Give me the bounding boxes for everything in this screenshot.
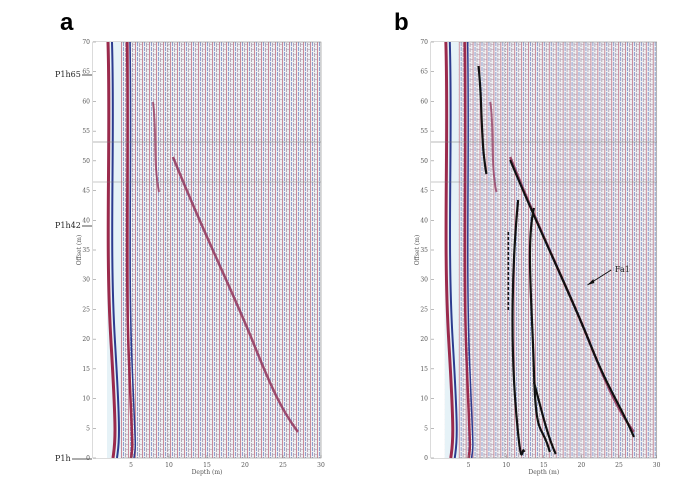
y-tick-label: 45 (82, 188, 90, 195)
panel-label: a (60, 9, 74, 36)
annotation: P1h (55, 454, 71, 463)
y-tick-label: 20 (420, 336, 428, 343)
y-tick-label: 70 (82, 39, 90, 46)
y-tick-label: 30 (420, 277, 428, 284)
x-tick-label: 25 (279, 462, 287, 469)
x-tick-label: 5 (467, 462, 471, 469)
annotation: P1h42 (55, 221, 81, 230)
y-tick-label: 40 (420, 217, 428, 224)
y-tick-label: 40 (82, 217, 90, 224)
annotation: P1h65 (55, 70, 81, 79)
y-tick-label: 30 (82, 277, 90, 284)
x-tick-label: 10 (502, 462, 510, 469)
x-tick-label: 15 (203, 462, 211, 469)
y-tick-label: 65 (420, 69, 428, 76)
annotation: Fa1 (615, 265, 630, 274)
x-tick-label: 5 (129, 462, 133, 469)
y-tick-label: 35 (420, 247, 428, 254)
y-tick-label: 15 (82, 366, 90, 373)
x-tick-label: 25 (615, 462, 623, 469)
x-tick-label: 20 (578, 462, 586, 469)
y-tick-label: 10 (82, 396, 90, 403)
x-tick-label: 15 (540, 462, 548, 469)
x-tick-label: 20 (241, 462, 249, 469)
y-tick-label: 15 (420, 366, 428, 373)
y-tick-label: 5 (86, 425, 90, 432)
x-axis-label: Depth (m) (528, 469, 559, 476)
y-tick-label: 5 (424, 425, 428, 432)
y-tick-label: 60 (82, 98, 90, 105)
y-tick-label: 0 (86, 455, 90, 462)
y-axis-label: Offset (m) (414, 235, 421, 266)
y-tick-label: 50 (82, 158, 90, 165)
x-tick-label: 30 (653, 462, 661, 469)
x-tick-label: 10 (165, 462, 173, 469)
x-axis-label: Depth (m) (192, 469, 223, 476)
y-axis-label: Offset (m) (76, 235, 83, 266)
y-tick-label: 70 (420, 39, 428, 46)
y-tick-label: 25 (82, 306, 90, 313)
y-tick-label: 10 (420, 396, 428, 403)
y-tick-label: 45 (420, 188, 428, 195)
y-tick-label: 20 (82, 336, 90, 343)
radargram (91, 40, 323, 460)
y-tick-label: 35 (82, 247, 90, 254)
y-tick-label: 55 (82, 128, 90, 135)
y-tick-label: 60 (420, 98, 428, 105)
panel-label: b (394, 9, 409, 36)
y-tick-label: 50 (420, 158, 428, 165)
y-tick-label: 55 (420, 128, 428, 135)
x-tick-label: 30 (317, 462, 325, 469)
y-tick-label: 0 (424, 455, 428, 462)
y-tick-label: 65 (82, 69, 90, 76)
radargram (429, 40, 659, 460)
y-tick-label: 25 (420, 306, 428, 313)
